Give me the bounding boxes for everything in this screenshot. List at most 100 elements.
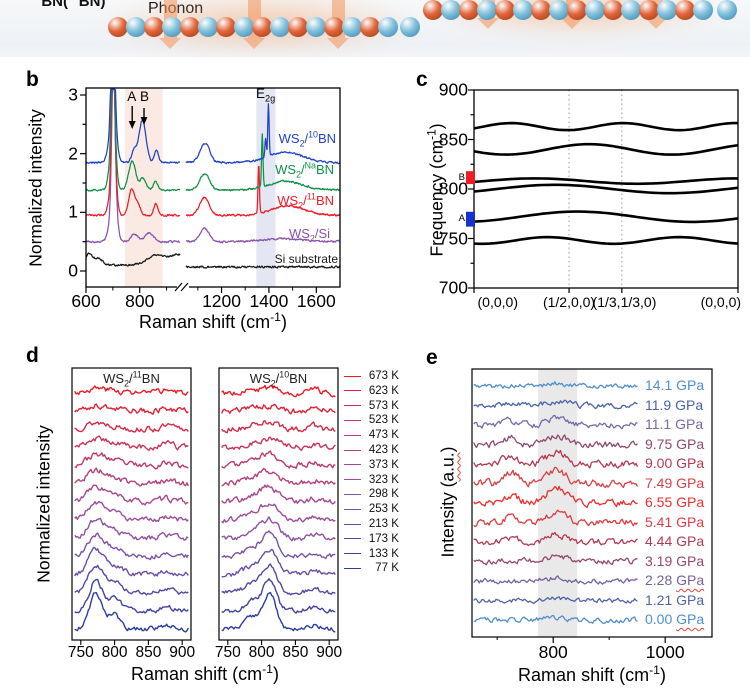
nitrogen-atom [270, 17, 290, 37]
boron-atom [567, 0, 587, 20]
x-tick-label: 1400 [249, 291, 289, 311]
highlight-band [124, 88, 163, 287]
legend-item: 213 K [344, 518, 399, 530]
legend-temperature-value: 323 [368, 473, 388, 486]
axis-break-slash [174, 282, 183, 292]
nitrogen-atom [717, 0, 737, 20]
x-tick-label: (0,0,0) [477, 294, 518, 310]
x-tick-label: 750 [214, 644, 241, 661]
temperature-spectrum-curve [74, 403, 189, 415]
series-label: WS2/NaBN [275, 160, 334, 180]
x-tick-label: 900 [169, 644, 196, 661]
legend-item: 253 K [344, 503, 399, 515]
legend-item: 623 K [344, 385, 399, 397]
x-tick-label: 900 [316, 644, 343, 661]
panel-c-frame [473, 89, 739, 289]
legend-swatch [344, 553, 361, 555]
temperature-spectrum-curve [221, 403, 336, 415]
legend-item: 673 K [344, 370, 399, 382]
annotation-arrowhead-a-icon [128, 121, 136, 129]
legend-temperature-unit: K [388, 444, 399, 456]
boron-atom [144, 17, 164, 37]
pressure-value: 11.9 [645, 396, 676, 413]
pressure-label: 9.00 GPa [645, 455, 704, 471]
pressure-value: 5.41 [645, 513, 677, 530]
legend-item: 323 K [344, 474, 399, 486]
phonon-arrowhead-icon [645, 18, 667, 29]
temperature-spectrum-curve [74, 385, 189, 396]
temperature-spectrum-curve [221, 450, 336, 469]
phonon-arrowhead-icon [561, 18, 583, 29]
pressure-label: 4.44 GPa [645, 533, 704, 549]
pressure-unit: GPa [675, 416, 704, 432]
pressure-spectrum-curve [473, 614, 638, 625]
phonon-band-cluster [474, 121, 738, 132]
y-tick-label: 3 [68, 84, 78, 105]
temperature-spectrum-curve [74, 578, 189, 614]
legend-temperature-value: 133 [368, 547, 388, 560]
boron-atom [531, 0, 551, 20]
temperature-spectrum-curve [74, 517, 189, 541]
x-tick-label: 800 [101, 644, 128, 661]
pressure-label: 2.28 GPa [645, 572, 704, 588]
pressure-unit: GPa [675, 396, 704, 413]
pressure-label: 9.75 GPa [645, 436, 704, 452]
spectrum-curve [85, 88, 181, 244]
pressure-label: 11.1 GPa [645, 416, 703, 432]
temperature-spectrum-curve [221, 530, 336, 560]
phonon-band [474, 684, 738, 700]
nitrogen-atom [657, 0, 677, 20]
spectrum-curve [85, 88, 181, 192]
pressure-label: 6.55 GPa [645, 494, 704, 510]
pressure-label: 14.1 GPa [645, 377, 704, 393]
boron-atom [639, 0, 659, 20]
legend-swatch [344, 419, 361, 421]
highlight-band [538, 369, 578, 637]
temperature-spectrum-curve [74, 546, 189, 577]
phonon-arrowhead-icon [159, 38, 181, 49]
nitrogen-atom [693, 0, 713, 20]
pressure-unit: GPa [676, 435, 705, 452]
legend-temperature-unit: K [388, 384, 399, 397]
phonon-band [474, 694, 738, 700]
nitrogen-atom [378, 17, 398, 37]
pressure-spectrum-curve [473, 509, 638, 528]
pressure-value: 0.00 [645, 611, 677, 627]
pressure-value: 14.1 [645, 377, 677, 393]
x-tick-label: 1200 [202, 291, 241, 311]
pressure-label: 11.9 GPa [645, 397, 703, 413]
phonon-band-cluster [474, 235, 738, 246]
isotope-label: 10BN(11BN) [30, 0, 106, 10]
legend-temperature-value: 298 [368, 488, 388, 501]
panel-e-ylabel-post: ) [437, 446, 458, 453]
pressure-spectrum-curve [473, 575, 638, 585]
legend-item: 373 K [344, 459, 399, 471]
pressure-spectrum-curve [473, 596, 638, 605]
legend-swatch [344, 523, 361, 525]
panel-b-label: b [26, 68, 39, 91]
legend-temperature-unit: K [388, 488, 399, 501]
panel-d-label: d [26, 344, 39, 367]
panel-e-x-axis-title: Raman shift (cm-1) [518, 663, 666, 685]
nitrogen-atom [477, 0, 497, 20]
nitrogen-atom [441, 0, 461, 20]
pressure-spectrum-curve [473, 554, 638, 566]
boron-atom [603, 0, 623, 20]
y-tick-label: 900 [438, 79, 468, 100]
legend-item: 423 K [344, 444, 399, 456]
legend-item: 173 K [344, 533, 399, 545]
legend-swatch [344, 390, 361, 392]
boron-atom [360, 17, 380, 37]
pressure-value: 3.19 [645, 552, 677, 569]
legend-item: 473 K [344, 429, 399, 441]
pressure-spectrum-curve [473, 449, 639, 469]
boron-atom [252, 17, 272, 37]
boron-atom [675, 0, 695, 20]
peak-annotation-a: A [127, 89, 137, 104]
legend-swatch [344, 493, 361, 495]
x-tick-label: 800 [538, 642, 568, 662]
peak-annotation-b: B [140, 89, 150, 104]
legend-swatch [344, 508, 361, 510]
